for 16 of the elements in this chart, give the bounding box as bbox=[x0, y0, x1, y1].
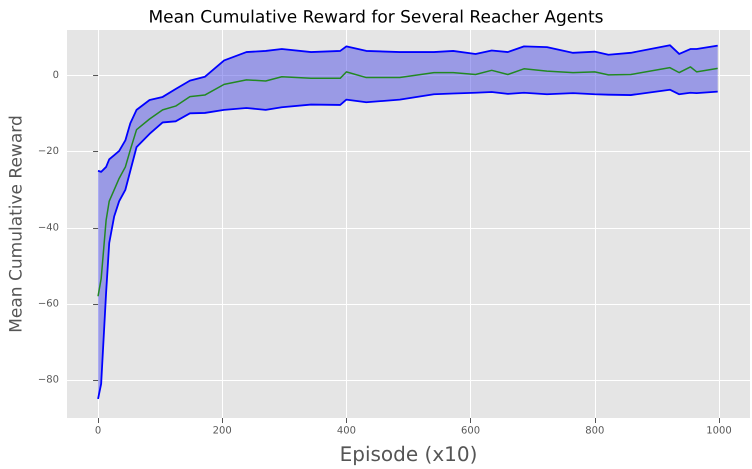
x-axis-title: Episode (x10) bbox=[340, 442, 478, 466]
x-tick-label: 800 bbox=[585, 426, 604, 436]
line-series bbox=[97, 66, 718, 298]
y-axis-title: Mean Cumulative Reward bbox=[6, 115, 26, 333]
x-tick-label: 400 bbox=[336, 426, 356, 436]
y-tick-label: −60 bbox=[38, 298, 59, 310]
y-tick-label: −20 bbox=[38, 146, 59, 158]
line-series bbox=[97, 44, 719, 173]
y-tick-label: −40 bbox=[38, 222, 59, 234]
x-tick-label: 0 bbox=[94, 426, 102, 436]
y-tick-label: −80 bbox=[38, 374, 59, 386]
x-tick-label: 1000 bbox=[706, 426, 732, 436]
x-tick-label: 600 bbox=[461, 426, 480, 436]
chart-title: Mean Cumulative Reward for Several Reacher Agents bbox=[148, 8, 604, 28]
y-tick-label: 0 bbox=[52, 70, 59, 82]
x-tick-label: 200 bbox=[212, 426, 232, 436]
